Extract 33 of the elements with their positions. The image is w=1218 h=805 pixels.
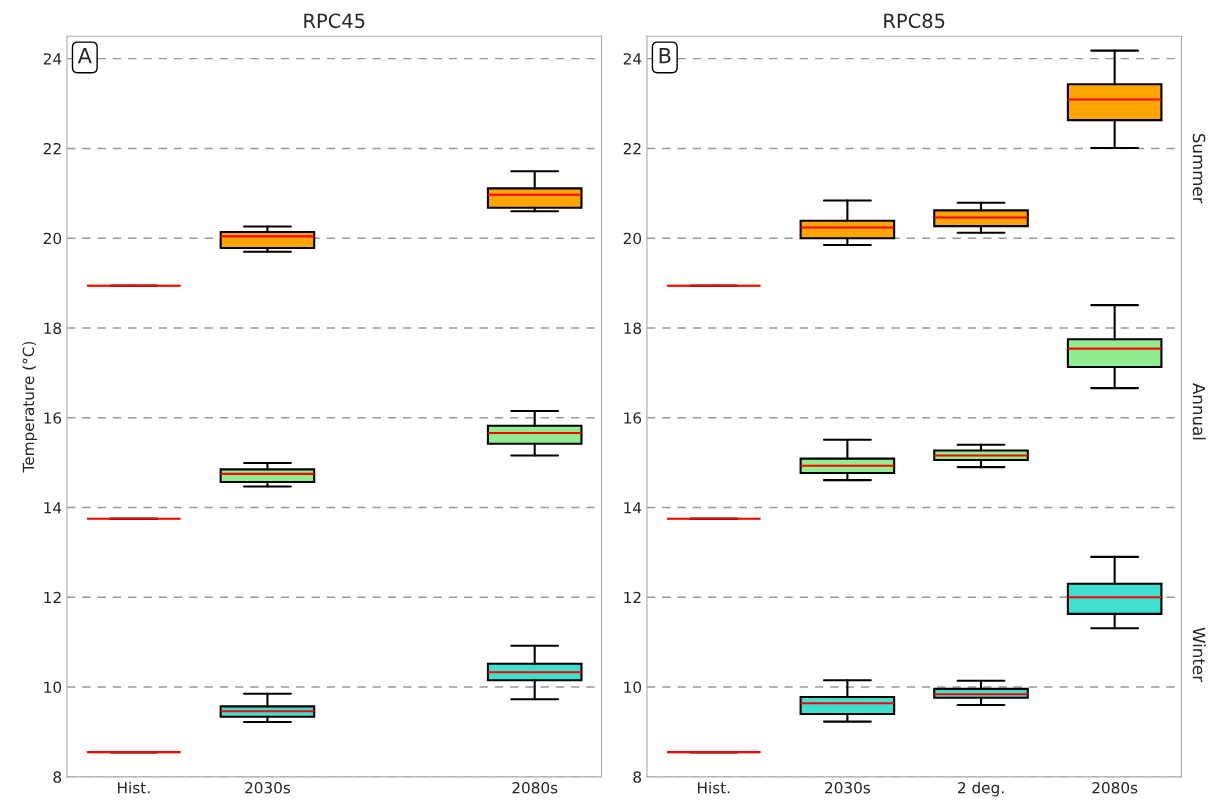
x-tick-label: 2 deg. [958, 781, 1004, 797]
y-tick-label: 24 [623, 53, 642, 65]
y-axis-title: Temperature (°C) [22, 341, 38, 473]
y-tick-label: 8 [633, 771, 642, 783]
y-tick-label: 20 [43, 232, 62, 245]
y-tick-label: 12 [44, 591, 61, 604]
annotation: A [77, 47, 92, 64]
annotation: B [659, 47, 671, 64]
y-tick-label: 22 [623, 142, 641, 155]
x-tick-label: 2080s [1092, 781, 1138, 794]
y-tick-label: 20 [623, 232, 642, 245]
y-tick-label: 10 [624, 681, 642, 694]
chart-title: RPC45 [304, 13, 365, 29]
y-tick-label: 8 [53, 771, 62, 783]
x-tick-label: 2080s [512, 781, 558, 794]
y-tick-label: 16 [624, 412, 642, 424]
text: Annual [1192, 383, 1206, 440]
y-tick-label: 16 [44, 412, 62, 424]
x-tick-label: Hist. [697, 781, 730, 794]
y-tick-label: 24 [43, 53, 62, 65]
y-tick-label: 10 [44, 681, 62, 694]
y-tick-label: 14 [44, 502, 62, 514]
text: Summer [1192, 133, 1206, 204]
y-tick-label: 14 [624, 502, 642, 514]
y-tick-label: 18 [624, 322, 642, 334]
chart-title: RPC85 [884, 13, 945, 29]
y-tick-label: 12 [624, 591, 641, 604]
y-tick-label: 18 [44, 322, 62, 334]
x-tick-label: 2030s [245, 781, 291, 794]
text: Winter [1192, 627, 1206, 682]
x-tick-label: 2030s [825, 781, 871, 794]
x-tick-label: Hist. [118, 781, 150, 794]
y-tick-label: 22 [43, 142, 61, 155]
